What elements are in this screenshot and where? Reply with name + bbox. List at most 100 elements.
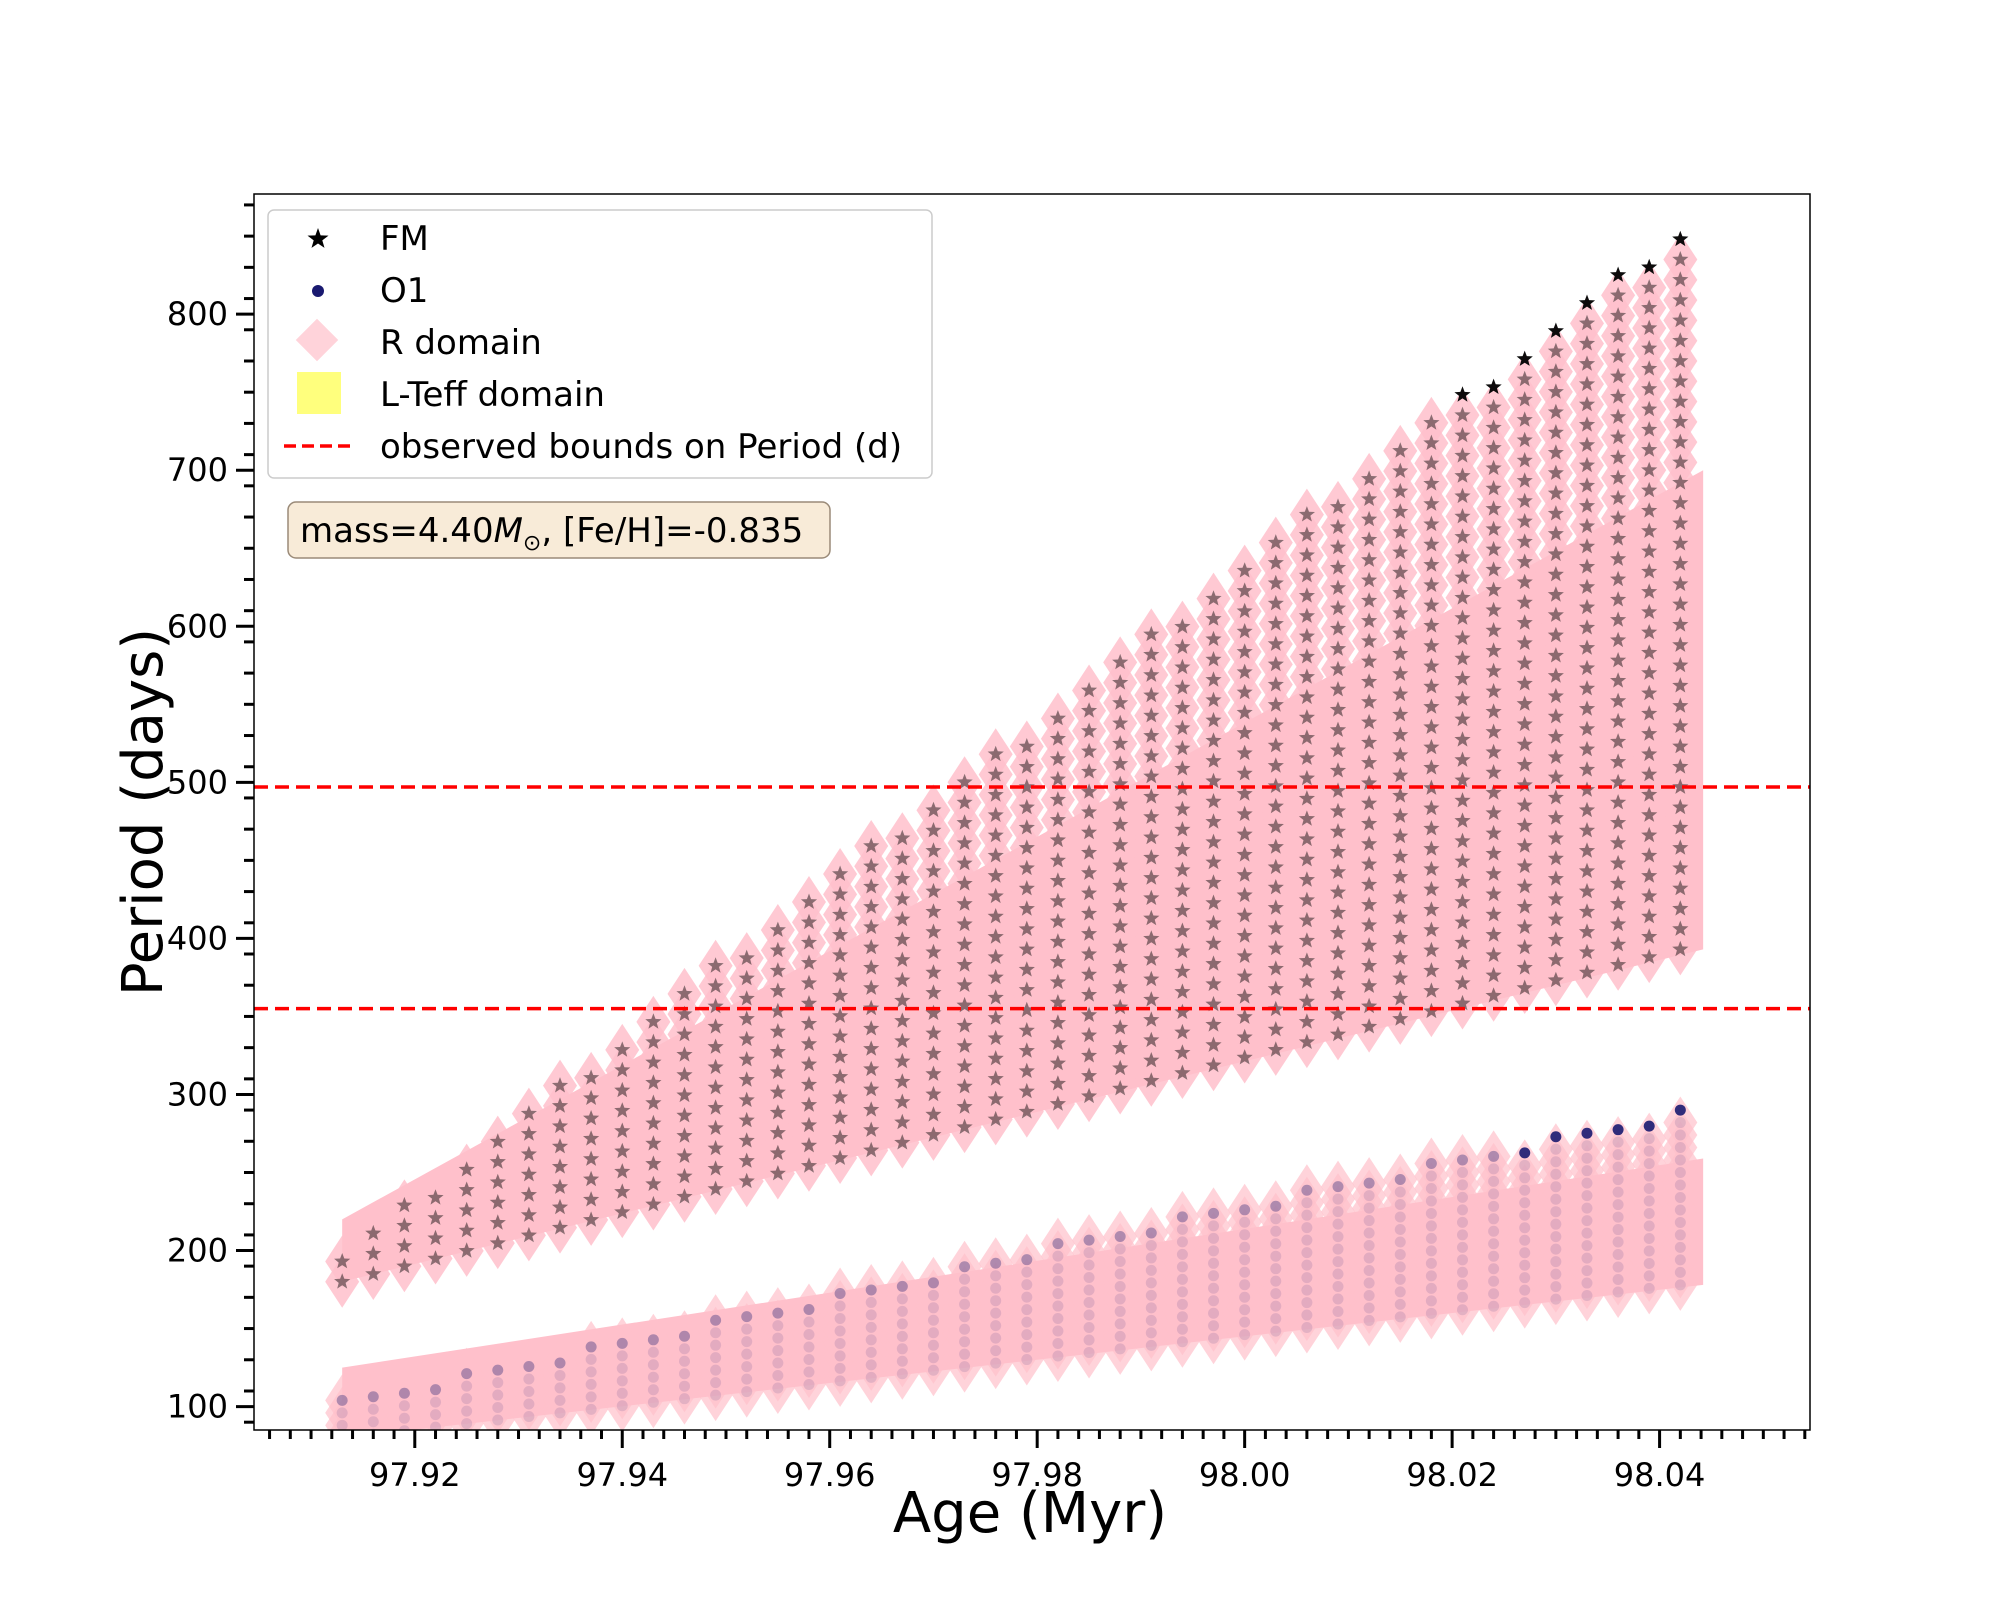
fm-star — [1578, 882, 1596, 899]
o1-dot — [1301, 1197, 1313, 1209]
o1-dot — [647, 1334, 659, 1346]
o1-dot — [461, 1405, 473, 1417]
r-domain-diamond — [1476, 381, 1511, 434]
o1-dot — [1176, 1236, 1188, 1248]
fm-star — [1423, 799, 1440, 816]
r-domain-diamond — [1134, 608, 1169, 661]
o1-dot — [990, 1332, 1002, 1344]
o1-dot — [1332, 1243, 1344, 1255]
o1-dot — [554, 1369, 566, 1381]
o1-dot — [865, 1296, 877, 1308]
fm-star — [1143, 909, 1160, 926]
o1-dot — [398, 1387, 410, 1399]
o1-dot — [430, 1396, 442, 1408]
fm-star — [1423, 495, 1440, 511]
o1-dot — [1488, 1150, 1500, 1162]
fm-star — [1174, 699, 1191, 715]
fm-star — [1236, 907, 1253, 923]
o1-dot — [492, 1364, 504, 1376]
fm-star — [1298, 567, 1315, 583]
o1-dot — [1456, 1279, 1468, 1291]
o1-dot — [772, 1345, 784, 1357]
o1-dot — [1550, 1231, 1562, 1243]
o1-dot — [430, 1421, 442, 1430]
r-domain-diamond — [480, 1344, 515, 1397]
fm-star — [1143, 1011, 1160, 1027]
o1-dot — [1021, 1279, 1033, 1291]
fm-star — [1516, 411, 1533, 427]
fm-star — [1641, 786, 1658, 802]
fm-star — [427, 1250, 444, 1266]
fm-star — [1236, 927, 1253, 943]
fm-star — [894, 890, 911, 906]
fm-star — [1578, 639, 1596, 655]
o1-dot — [1425, 1282, 1437, 1294]
fm-star — [1018, 981, 1035, 997]
fm-star — [1578, 943, 1596, 960]
fm-star — [1018, 778, 1035, 794]
fm-star — [1081, 1006, 1098, 1022]
o1-dot — [1114, 1231, 1126, 1243]
fm-star — [1672, 798, 1689, 815]
r-domain-diamond — [947, 1240, 982, 1293]
o1-dot — [1612, 1199, 1624, 1211]
fm-star — [1112, 856, 1129, 873]
o1-dot — [990, 1295, 1002, 1307]
fm-star — [1392, 868, 1409, 884]
o1-dot — [336, 1394, 348, 1406]
o1-dot — [1332, 1181, 1344, 1193]
r-domain-diamond — [356, 1370, 391, 1423]
fm-star — [956, 1017, 973, 1033]
fm-star — [956, 875, 973, 891]
fm-star — [520, 1166, 537, 1182]
fm-star — [800, 1157, 818, 1173]
fm-star — [1516, 614, 1533, 630]
fm-star — [1392, 564, 1409, 580]
fm-star — [1547, 728, 1564, 744]
fm-star — [1267, 838, 1284, 854]
fm-star — [614, 1122, 631, 1138]
o1-dot — [1363, 1252, 1375, 1264]
fm-star — [1018, 1062, 1035, 1078]
o1-dot — [1519, 1284, 1531, 1296]
fm-star — [987, 745, 1004, 762]
o1-dot — [1114, 1243, 1126, 1255]
o1-dot — [896, 1318, 908, 1330]
r-domain-diamond — [325, 1374, 360, 1427]
fm-star — [1018, 880, 1035, 896]
r-domain-diamond — [1352, 452, 1387, 505]
fm-star — [1578, 761, 1596, 777]
fm-star — [1112, 714, 1129, 731]
fm-star — [1578, 822, 1596, 838]
fm-star — [1672, 494, 1689, 510]
fm-star — [676, 1025, 693, 1042]
legend-label-fm: FM — [380, 219, 429, 259]
fm-star — [1578, 740, 1596, 757]
fm-star — [1329, 518, 1347, 534]
fm-star — [1236, 562, 1253, 578]
fm-star — [1672, 453, 1689, 470]
fm-star — [1018, 920, 1035, 936]
o1-dot — [959, 1298, 971, 1310]
o1-dot — [1425, 1157, 1437, 1169]
fm-star — [1672, 819, 1689, 835]
o1-dot — [1301, 1284, 1313, 1296]
fm-star — [832, 1149, 849, 1165]
o1-dot — [896, 1305, 908, 1317]
fm-star — [1423, 556, 1440, 572]
fm-star — [1423, 698, 1440, 714]
fm-star — [1547, 322, 1564, 338]
o1-dot — [1456, 1291, 1468, 1303]
fm-star — [1112, 653, 1129, 670]
fm-star — [1423, 637, 1440, 653]
fm-star — [1049, 1014, 1066, 1030]
legend-fm-star-icon — [307, 228, 329, 248]
o1-dot — [1643, 1183, 1655, 1195]
o1-dot — [741, 1386, 753, 1398]
o1-dot — [1332, 1231, 1344, 1243]
fm-star — [1423, 718, 1440, 734]
o1-dot — [834, 1300, 846, 1312]
r-domain-diamond — [1227, 1183, 1262, 1236]
o1-dot — [554, 1382, 566, 1394]
fm-star — [1672, 514, 1689, 531]
